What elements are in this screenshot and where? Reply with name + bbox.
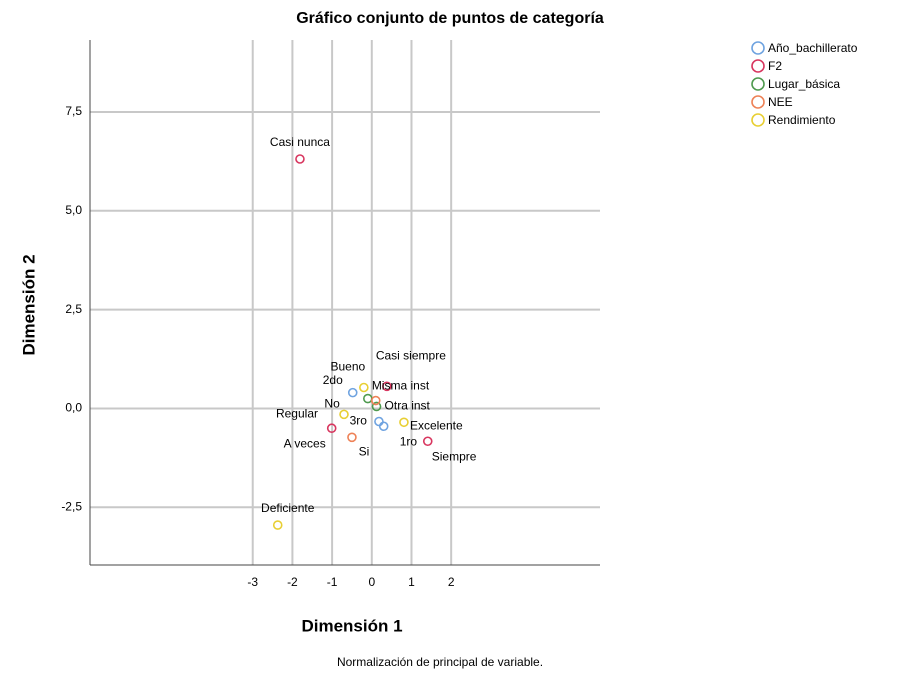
legend-marker xyxy=(751,59,765,73)
y-tick-label: 5,0 xyxy=(65,203,82,217)
x-tick-label: 0 xyxy=(368,575,375,589)
legend-marker xyxy=(751,113,765,127)
x-tick-label: 1 xyxy=(408,575,415,589)
y-axis-title: Dimensión 2 xyxy=(19,254,38,355)
y-tick-label: 7,5 xyxy=(65,104,82,118)
legend-marker xyxy=(751,77,765,91)
y-tick-label: 0,0 xyxy=(65,401,82,415)
point xyxy=(370,395,381,406)
point-label: Misma inst xyxy=(372,379,430,393)
point-label: Regular xyxy=(276,407,318,421)
point-label: Bueno xyxy=(331,360,366,374)
point-label: 2do xyxy=(323,373,343,387)
point-label: Casi siempre xyxy=(376,348,446,362)
point xyxy=(422,436,433,447)
point xyxy=(399,417,409,428)
x-tick-label: 2 xyxy=(448,575,455,589)
point-label: Excelente xyxy=(410,418,463,432)
point xyxy=(347,432,357,443)
x-tick-label: -1 xyxy=(327,575,338,589)
point xyxy=(359,382,369,393)
point-label: Deficiente xyxy=(261,501,315,515)
legend-marker xyxy=(751,41,765,55)
y-tick-label: -2,5 xyxy=(61,499,82,513)
chart-title: Gráfico conjunto de puntos de categoría xyxy=(296,10,604,27)
point-label: Siempre xyxy=(432,449,477,463)
legend-marker xyxy=(751,95,765,109)
x-tick-label: -3 xyxy=(247,575,258,589)
note: Normalización de principal de variable. xyxy=(337,655,543,669)
point xyxy=(272,520,283,530)
point xyxy=(363,393,373,404)
point xyxy=(382,381,392,392)
legend-label: Año_bachillerato xyxy=(768,41,858,55)
point xyxy=(371,401,382,412)
legend-label: Rendimiento xyxy=(768,113,836,127)
point xyxy=(295,154,305,164)
legend-label: Lugar_básica xyxy=(768,77,840,91)
legend-label: NEE xyxy=(768,95,793,109)
legend-label: F2 xyxy=(768,59,782,73)
x-axis-title: Dimensión 1 xyxy=(301,616,402,635)
x-tick-label: -2 xyxy=(287,575,298,589)
point xyxy=(378,421,389,432)
point xyxy=(347,387,358,398)
point xyxy=(326,423,337,434)
y-tick-label: 2,5 xyxy=(65,302,82,316)
point-label: Otra inst xyxy=(385,399,431,413)
point-label: No xyxy=(324,397,340,411)
point-label: Casi nunca xyxy=(270,135,330,149)
point-label: 1ro xyxy=(400,434,418,448)
point-label: Si xyxy=(359,444,370,458)
point-label: 3ro xyxy=(350,414,368,428)
point xyxy=(374,416,384,427)
point xyxy=(339,409,349,420)
point-label: A veces xyxy=(284,436,326,450)
